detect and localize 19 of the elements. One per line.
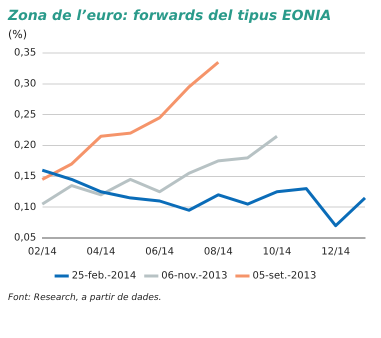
y-tick-label: 0,15 [14,170,36,182]
x-tick-label: 10/14 [262,246,292,258]
legend-label: 25-feb.-2014 [72,270,136,282]
y-tick-label: 0,25 [14,109,36,120]
x-tick-label: 08/14 [204,246,233,258]
x-tick-label: 04/14 [86,246,116,258]
y-tick-label: 0,05 [14,232,36,244]
y-tick-label: 0,35 [14,48,36,59]
x-tick-label: 02/14 [28,246,57,258]
legend-label: 06-nov.-2013 [161,270,228,282]
y-tick-label: 0,10 [14,202,36,213]
x-tick-label: 06/14 [145,246,174,258]
y-tick-label: 0,20 [14,140,36,152]
y-axis-title: (%) [8,28,28,41]
text: Font: Research, a partir de dades. [8,293,162,303]
legend-label: 05-set.-2013 [252,270,316,282]
chart-title: Zona de l’euro: forwards del tipus EONIA [8,8,332,24]
x-tick-label: 12/14 [321,246,350,258]
y-tick-label: 0,30 [14,78,36,90]
